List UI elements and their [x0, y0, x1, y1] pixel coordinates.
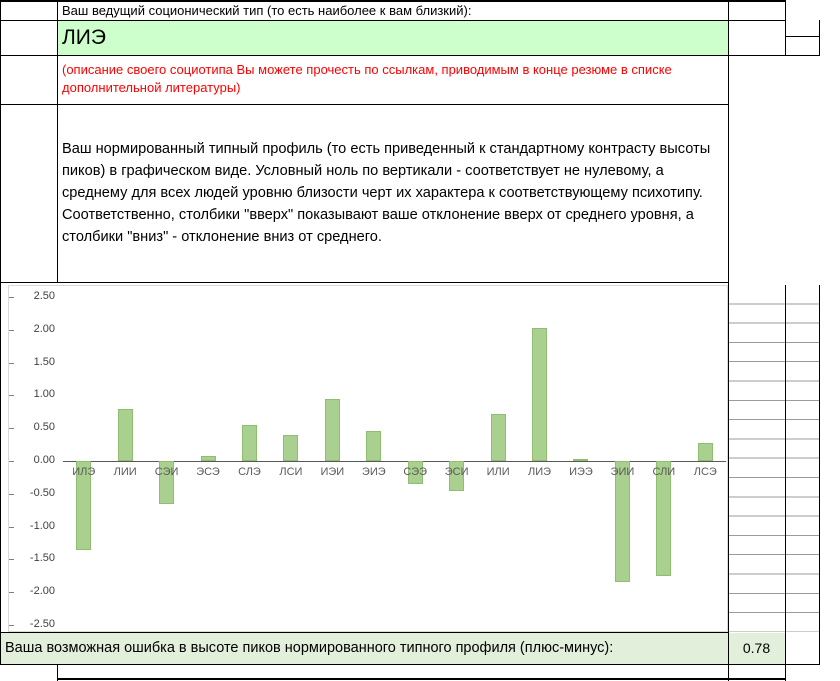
y-axis-tick-label: 2.50	[33, 290, 55, 302]
grid-line	[0, 0, 786, 2]
y-axis-tick-label: 0.50	[33, 421, 55, 434]
grid-line	[728, 0, 729, 681]
x-axis-category-label: ЭИИ	[610, 466, 635, 478]
y-axis-tick-label: 1.00	[33, 388, 55, 401]
y-axis-tick-mark	[9, 329, 14, 331]
grid-line	[0, 55, 820, 56]
grid-line	[0, 0, 1, 665]
chart-plot-area: ИЛЭ ЛИИ СЭИ ЭСЭ СЛЭ ЛСИ ИЭИ ЭИЭ СЭЭ ЭСИ ИЛИ ЛИЭ ИЭЭ Э…	[63, 297, 726, 625]
y-axis-tick-mark	[9, 428, 14, 430]
grid-line	[0, 282, 729, 283]
y-axis-tick-mark	[9, 297, 14, 298]
x-axis-category-label: ИЭЭ	[569, 466, 593, 478]
error-label-cell[interactable]: Ваша возможная ошибка в высоте пиков нор…	[0, 633, 728, 664]
y-axis-tick-label: -2.50	[29, 618, 55, 630]
x-axis-category-label: ЛИИ	[113, 466, 137, 478]
bar-ЭИЭ	[366, 430, 382, 461]
x-axis-category-label: ЛСЭ	[693, 466, 717, 478]
error-value-cell[interactable]: 0.78	[728, 633, 785, 664]
y-axis-tick-mark	[9, 625, 14, 626]
y-axis-tick-mark	[9, 493, 14, 495]
grid-line	[0, 20, 786, 21]
x-axis-category-label: СЭЭ	[403, 466, 428, 478]
x-axis-category-label: ИЛИ	[486, 466, 510, 478]
y-axis-tick-label: 2.00	[33, 322, 55, 335]
profile-description-cell[interactable]: Ваш нормированный типный профиль (то ест…	[57, 105, 728, 282]
x-axis-category-label: СЛИ	[652, 466, 676, 478]
y-axis-tick-mark	[9, 592, 14, 594]
y-axis-tick-mark	[9, 461, 14, 462]
bar-ЭСЭ	[200, 456, 216, 461]
bar-ЛСЭ	[697, 443, 713, 461]
x-axis-category-label: СЭИ	[154, 466, 179, 478]
bar-ИЛИ	[490, 413, 506, 461]
grid-line	[0, 104, 729, 105]
x-axis-line	[63, 461, 726, 462]
grid-line	[785, 285, 786, 681]
y-axis-tick-label: -0.50	[29, 486, 55, 499]
grid-line	[0, 632, 729, 633]
bar-СЭЭ	[407, 461, 423, 484]
grid-line	[819, 285, 820, 665]
grid-line	[785, 36, 820, 37]
grid-line	[819, 20, 820, 56]
grid-row-lines	[786, 285, 819, 632]
leading-type-header-cell[interactable]: Ваш ведущий соционический тип (то есть н…	[62, 3, 472, 18]
bar-ЛИЭ	[532, 327, 548, 461]
grid-line	[57, 678, 786, 680]
leading-type-value-cell[interactable]: ЛИЭ	[57, 21, 728, 55]
profile-bar-chart[interactable]: 2.50 2.00 1.50 1.00 0.50 0.00 -0.50 -1.00 -1.50 -…	[8, 285, 728, 632]
x-axis-category-label: ЛИЭ	[528, 466, 552, 478]
y-axis-tick-label: 0.00	[33, 454, 55, 466]
bar-ЛИИ	[117, 408, 133, 461]
y-axis-tick-mark	[9, 362, 14, 364]
x-axis-category-label: ЭСИ	[444, 466, 469, 478]
bar-ИЛЭ	[76, 461, 92, 550]
grid-line	[785, 0, 786, 56]
y-axis-tick-label: -1.00	[29, 519, 55, 532]
x-axis-category-label: ЛСИ	[279, 466, 303, 478]
grid-line	[0, 664, 820, 665]
profile-description-text: Ваш нормированный типный профиль (то ест…	[62, 141, 711, 245]
x-axis-category-label: ИЭИ	[320, 466, 345, 478]
y-axis-tick-mark	[9, 395, 14, 397]
bar-СЭИ	[159, 461, 175, 504]
x-axis-category-label: ЭСЭ	[196, 466, 220, 478]
x-axis-category-label: ЭИЭ	[361, 466, 386, 478]
bar-ЭИИ	[614, 461, 630, 583]
y-axis-tick-mark	[9, 526, 14, 528]
grid-line	[57, 664, 58, 681]
grid-line	[57, 0, 58, 283]
bar-ИЭЭ	[573, 459, 589, 462]
bar-ЛСИ	[283, 434, 299, 461]
x-axis-category-label: ИЛЭ	[72, 466, 96, 478]
bar-ИЭИ	[324, 398, 340, 461]
x-axis-category-label: СЛЭ	[238, 466, 261, 478]
y-axis-tick-label: -2.00	[29, 585, 55, 598]
y-axis-tick-label: 1.50	[33, 355, 55, 368]
bar-СЛИ	[656, 461, 672, 576]
bar-СЛЭ	[241, 424, 257, 461]
y-axis-tick-mark	[9, 559, 14, 561]
y-axis-tick-label: -1.50	[29, 552, 55, 565]
description-note-cell[interactable]: (описание своего социотипа Вы можете про…	[62, 62, 672, 95]
bar-ЭСИ	[449, 461, 465, 491]
grid-row-lines	[729, 285, 785, 632]
